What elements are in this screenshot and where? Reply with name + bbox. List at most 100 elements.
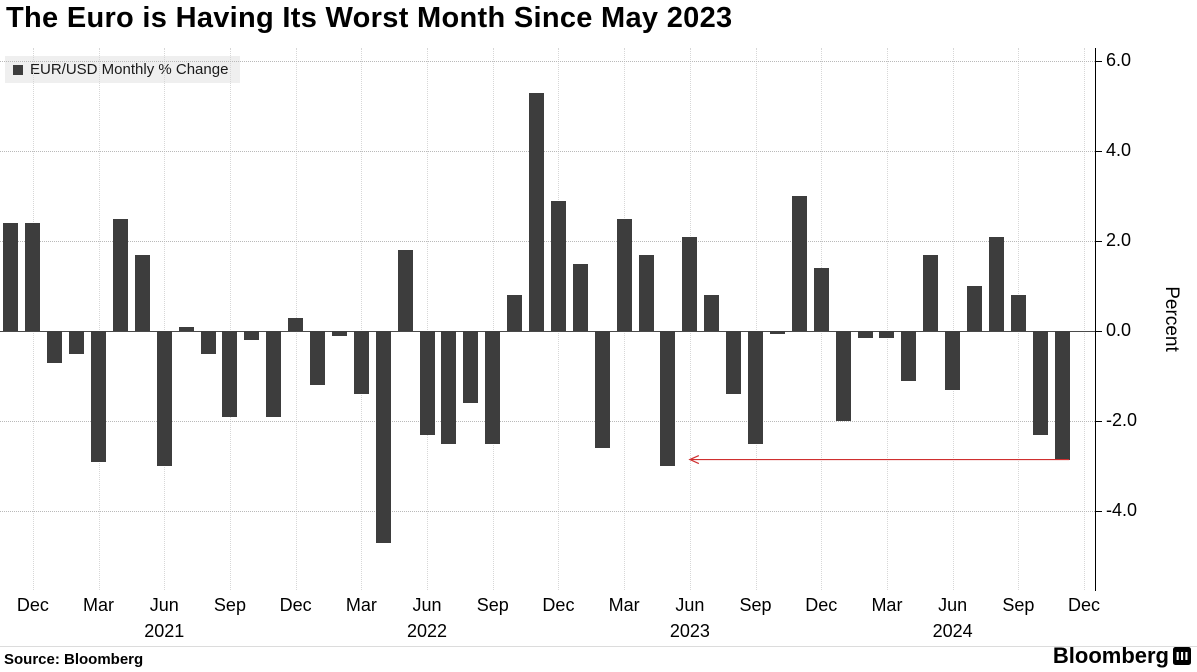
y-tick-label: 6.0 (1106, 50, 1132, 71)
bloomberg-wordmark: Bloomberg (1052, 643, 1169, 668)
chart-bar (463, 331, 479, 404)
x-tick-label: Jun (412, 595, 442, 615)
chart-bar (91, 331, 107, 462)
chart-bar (529, 92, 545, 332)
chart-bar (988, 236, 1004, 332)
x-year-label: 2022 (407, 621, 448, 641)
y-axis-line (1095, 48, 1096, 591)
source-label: Source: Bloomberg (4, 651, 144, 668)
h-gridline (0, 511, 1095, 513)
chart-bar (1054, 331, 1070, 460)
x-tick-label: Jun (938, 595, 968, 615)
y-tick-label: 0.0 (1106, 320, 1132, 341)
y-tick-label: 4.0 (1106, 140, 1132, 161)
chart-bar (726, 331, 742, 395)
y-axis-title: Percent (1161, 286, 1182, 352)
chart-bar (879, 331, 895, 339)
x-tick-label: Dec (16, 595, 49, 615)
chart-bar (1032, 331, 1048, 435)
chart-bar (857, 331, 873, 339)
v-gridline (952, 48, 954, 590)
y-tick-label: -2.0 (1106, 410, 1138, 431)
legend-label: EUR/USD Monthly % Change (30, 61, 229, 78)
chart-bar (244, 331, 260, 341)
chart-bar (813, 268, 829, 332)
h-gridline (0, 421, 1095, 423)
chart-bar (69, 331, 85, 354)
chart-bar (47, 331, 63, 363)
chart-bar (769, 331, 785, 334)
chart-bar (967, 286, 983, 332)
x-year-label: 2023 (669, 621, 710, 641)
chart-bar (419, 331, 435, 435)
chart-title: The Euro is Having Its Worst Month Since… (6, 2, 733, 34)
chart-bar (25, 223, 41, 332)
chart-bar (310, 331, 326, 386)
x-year-label: 2024 (932, 621, 973, 641)
h-gridline (0, 151, 1095, 153)
footer-divider (0, 646, 1197, 647)
chart-bar (485, 331, 501, 444)
y-tick-label: 2.0 (1106, 230, 1132, 251)
x-tick-label: Dec (542, 595, 575, 615)
chart-bar (507, 295, 523, 332)
chart-bar (288, 317, 304, 332)
y-tick (1095, 61, 1102, 63)
v-gridline (98, 48, 100, 590)
x-tick-label: Dec (279, 595, 312, 615)
chart-bar (353, 331, 369, 395)
chart-bar (594, 331, 610, 449)
x-tick-label: Dec (1068, 595, 1101, 615)
chart-bar (134, 254, 150, 332)
chart-bar (923, 254, 939, 332)
chart-bar (112, 218, 128, 332)
y-tick (1095, 241, 1102, 243)
x-tick-label: Jun (675, 595, 705, 615)
chart-bar (748, 331, 764, 444)
chart-bar (375, 331, 391, 543)
chart-bar (550, 200, 566, 332)
plot-area (0, 48, 1095, 590)
chart-bar (1010, 295, 1026, 332)
chart-bar (222, 331, 238, 417)
chart-bar (616, 218, 632, 332)
chart-bar (331, 331, 347, 336)
x-tick-label: Sep (213, 595, 246, 615)
x-tick-label: Jun (149, 595, 179, 615)
x-tick-label: Dec (805, 595, 838, 615)
chart-bar (901, 331, 917, 381)
h-gridline (0, 61, 1095, 63)
v-gridline (492, 48, 494, 590)
v-gridline (755, 48, 757, 590)
x-tick-label: Sep (1002, 595, 1035, 615)
chart-bar (178, 326, 194, 332)
x-tick-label: Mar (608, 595, 640, 615)
chart-bar (704, 295, 720, 332)
x-tick-label: Mar (345, 595, 377, 615)
x-year-label: 2021 (144, 621, 185, 641)
v-gridline (164, 48, 166, 590)
chart-bar (572, 263, 588, 332)
chart-bar (397, 250, 413, 332)
v-gridline (1084, 48, 1086, 590)
x-tick-label: Sep (739, 595, 772, 615)
chart-bar (266, 331, 282, 417)
chart-bar (441, 331, 457, 444)
bloomberg-mark-icon (1173, 647, 1191, 665)
v-gridline (886, 48, 888, 590)
legend-swatch-icon (13, 64, 23, 75)
v-gridline (229, 48, 231, 590)
chart-bar (945, 331, 961, 390)
y-tick (1095, 151, 1102, 153)
v-gridline (361, 48, 363, 590)
chart-bar (638, 254, 654, 332)
legend: EUR/USD Monthly % Change (5, 56, 241, 83)
y-tick (1095, 421, 1102, 423)
h-gridline (0, 241, 1095, 243)
chart-bar (200, 331, 216, 354)
x-tick-label: Sep (476, 595, 509, 615)
chart-bar (835, 331, 851, 422)
chart-bar (660, 331, 676, 467)
v-gridline (427, 48, 429, 590)
y-tick (1095, 511, 1102, 513)
